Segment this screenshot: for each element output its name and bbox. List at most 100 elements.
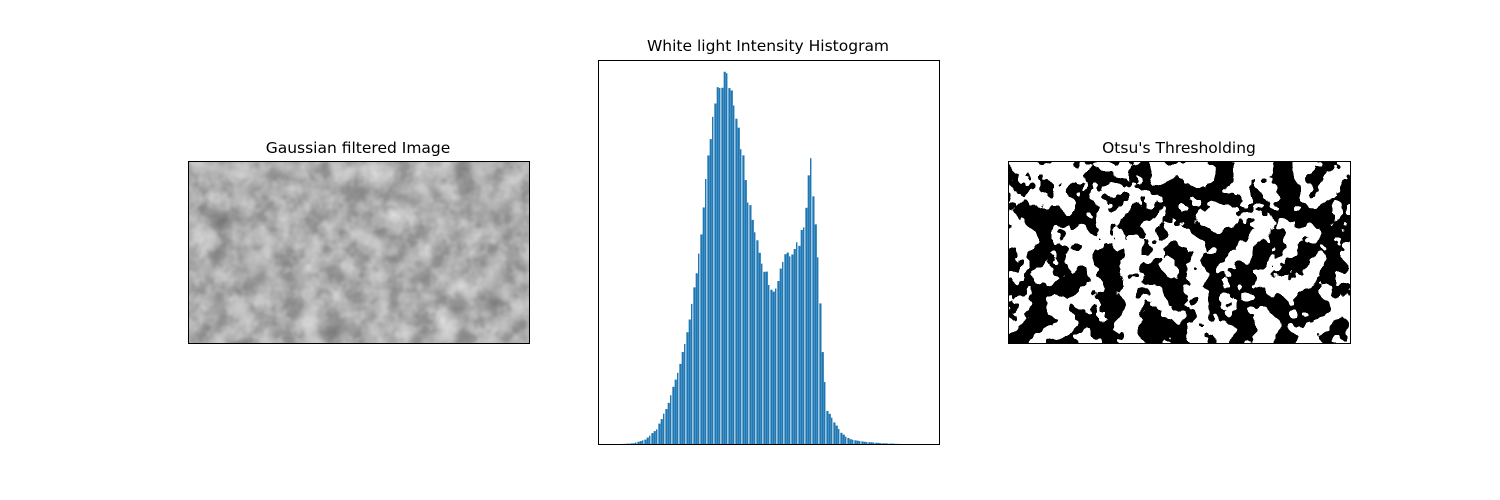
- histogram-bar: [796, 242, 798, 444]
- histogram-bar: [880, 443, 882, 444]
- histogram-bar: [800, 229, 803, 444]
- histogram-bar: [798, 245, 801, 444]
- histogram-bar: [814, 224, 817, 444]
- histogram-bar: [721, 87, 724, 444]
- histogram-bar: [646, 437, 649, 444]
- histogram-bar: [859, 441, 861, 444]
- histogram-bar: [863, 441, 866, 444]
- histogram-bar: [763, 271, 766, 444]
- histogram-bar: [730, 90, 733, 444]
- histogram-bar: [873, 442, 875, 444]
- histogram-bar: [700, 234, 703, 444]
- histogram-bar: [702, 207, 705, 444]
- histogram-bar: [658, 423, 661, 444]
- histogram-bar: [642, 440, 644, 444]
- histogram-bar: [887, 443, 889, 444]
- histogram-bar: [875, 442, 878, 444]
- histogram-bar: [663, 413, 665, 444]
- histogram-bar: [754, 232, 756, 444]
- histogram-bar: [665, 409, 668, 444]
- gaussian-image-title: Gaussian filtered Image: [265, 139, 451, 157]
- histogram-bar: [835, 425, 838, 444]
- histogram-bar: [637, 441, 640, 444]
- histogram-bar: [884, 443, 887, 444]
- histogram-bar: [828, 413, 831, 444]
- gaussian-image-panel: [188, 161, 530, 344]
- histogram-bar: [807, 175, 810, 444]
- histogram-bar: [826, 410, 829, 444]
- histogram-bar: [758, 252, 761, 444]
- histogram-bar: [756, 240, 759, 444]
- histogram-bar: [761, 263, 763, 444]
- histogram-bar: [672, 386, 675, 444]
- histogram-bar: [812, 196, 815, 444]
- histogram-bar: [691, 303, 693, 444]
- histogram-bar: [866, 441, 868, 444]
- histogram-bar: [852, 439, 854, 444]
- histogram-bar: [824, 381, 826, 444]
- histogram-bar: [705, 178, 707, 444]
- histogram-bar: [630, 443, 633, 444]
- histogram-bar: [770, 289, 773, 444]
- histogram-bar: [651, 433, 654, 444]
- histogram-bar: [845, 436, 847, 444]
- histogram-bar: [674, 379, 677, 444]
- histogram-bar: [681, 352, 684, 444]
- histogram-bar: [784, 254, 787, 444]
- histogram-bar: [667, 402, 670, 444]
- otsu-image: [1009, 162, 1350, 343]
- histogram-bar: [714, 103, 717, 444]
- histogram-bar: [819, 303, 822, 444]
- otsu-image-panel: [1008, 161, 1351, 344]
- histogram-bar: [688, 319, 691, 444]
- histogram-bar: [660, 419, 663, 444]
- histogram-bar: [747, 202, 749, 444]
- histogram-bar: [782, 261, 784, 444]
- histogram-bar: [847, 437, 850, 444]
- histogram-bar: [803, 227, 805, 444]
- histogram-bar: [737, 127, 740, 444]
- otsu-image-title: Otsu's Thresholding: [1102, 139, 1256, 157]
- histogram-bar: [810, 158, 812, 444]
- histogram-bar: [833, 422, 836, 444]
- histogram-bar: [653, 431, 656, 444]
- histogram-bar: [644, 439, 647, 444]
- histogram-bar: [709, 139, 712, 444]
- histogram-bar: [856, 440, 859, 444]
- histogram-bar: [686, 332, 689, 444]
- histogram-bar: [719, 88, 721, 444]
- histogram-bar: [744, 180, 747, 444]
- histogram-bar: [712, 116, 714, 444]
- histogram-bar: [789, 256, 791, 444]
- histogram-bar: [695, 273, 698, 444]
- histogram-bar: [639, 441, 642, 444]
- histogram-bar: [772, 291, 775, 444]
- histogram-bar: [716, 87, 719, 444]
- histogram-bar: [849, 439, 852, 444]
- histogram-bar: [679, 363, 682, 444]
- histogram-bar: [793, 248, 796, 444]
- histogram-bar: [775, 288, 777, 444]
- histogram-bar: [649, 435, 651, 444]
- histogram-bar: [842, 434, 845, 444]
- histogram-bar: [726, 73, 728, 444]
- histogram-bar: [751, 219, 754, 444]
- histogram-bar: [779, 268, 782, 444]
- histogram-bar: [877, 442, 880, 444]
- histogram-bar: [677, 372, 679, 444]
- histogram-bar: [733, 105, 735, 444]
- histogram-bar: [786, 252, 789, 444]
- histogram-bar: [868, 442, 871, 444]
- histogram-bar: [742, 155, 745, 444]
- histogram-bar: [749, 205, 752, 444]
- histogram-bar: [670, 395, 672, 444]
- histogram-bar: [838, 429, 840, 444]
- histogram-bar: [693, 287, 696, 444]
- histogram-bar: [882, 443, 885, 444]
- gaussian-image: [189, 162, 529, 343]
- histogram-bar: [684, 344, 686, 444]
- histogram-bar: [870, 442, 873, 444]
- histogram-bar: [791, 254, 794, 444]
- histogram-bar: [635, 442, 637, 444]
- histogram-bar: [723, 71, 726, 444]
